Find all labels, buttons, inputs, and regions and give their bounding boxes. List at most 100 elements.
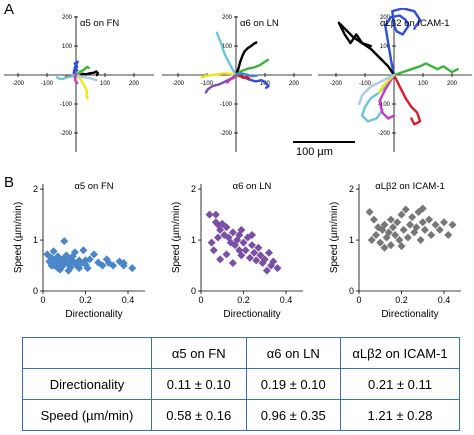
x-tick-label: 0.2	[237, 295, 250, 305]
y-tick-label: -200	[378, 131, 391, 137]
y-tick-label: 2	[33, 184, 38, 194]
x-tick-label: 0.4	[122, 295, 135, 305]
y-tick-label: 0	[191, 286, 196, 296]
scatter-point	[367, 236, 376, 245]
scatter-point	[207, 238, 216, 247]
scatter-point	[241, 246, 250, 255]
scatter-point	[262, 266, 271, 275]
y-tick-label: 100	[62, 44, 73, 50]
scatter-point	[85, 255, 94, 264]
scatter-point	[386, 215, 395, 224]
scatter-point	[109, 261, 118, 270]
table-cell: 0.11 ± 0.10	[151, 368, 247, 400]
x-tick-label: -200	[330, 81, 343, 87]
scatter-plot-title: αLβ2 on ICAM-1	[375, 181, 445, 192]
x-tick-label: 100	[260, 81, 271, 87]
x-axis-label: Directionality	[223, 309, 280, 320]
y-tick-label: 1	[349, 235, 354, 245]
scatter-point	[386, 241, 395, 250]
scatter-point	[237, 251, 246, 260]
scatter-point	[408, 213, 417, 222]
y-tick-label: 2	[349, 184, 354, 194]
table-header-cell: α6 on LN	[245, 337, 341, 369]
scatter-point	[410, 228, 419, 237]
track-series-blue	[72, 60, 79, 77]
scatter-point	[418, 204, 427, 213]
scatter-point	[252, 256, 261, 265]
x-tick-label: 0.4	[438, 295, 451, 305]
table-header-cell	[22, 337, 152, 369]
scatter-point	[64, 266, 73, 275]
scatter-point	[403, 233, 412, 242]
table-cell: 0.21 ± 0.11	[340, 368, 460, 400]
scatter-point	[376, 238, 385, 247]
track-series-red	[392, 73, 422, 126]
scatter-point	[250, 248, 259, 257]
scatter-point	[406, 220, 414, 229]
table-row-label: Directionality	[22, 368, 152, 400]
y-tick-label: 2	[191, 184, 196, 194]
scatter-point	[435, 225, 444, 234]
track-series-lightblue	[358, 73, 396, 106]
track-plot-alpha5-fn: -200 -100 100 200 200 100 -100 -200 α5 on FN	[4, 15, 154, 152]
scatter-point	[56, 265, 64, 274]
x-tick-label: -100	[359, 81, 372, 87]
track-series-magenta	[226, 73, 238, 84]
scatter-point	[235, 230, 244, 239]
scatter-point	[399, 225, 408, 234]
track-plot-title: α5 on FN	[80, 18, 119, 29]
scatter-point	[260, 255, 269, 264]
scatter-point	[222, 223, 231, 232]
table-cell: 1.21 ± 0.28	[340, 399, 460, 431]
scatter-point	[425, 215, 434, 224]
x-tick-label: 0	[356, 295, 361, 305]
scatter-point	[248, 230, 256, 239]
y-tick-label: -200	[220, 131, 233, 137]
scatter-point	[416, 236, 425, 245]
scatter-point	[267, 261, 276, 270]
scatter-point	[245, 253, 254, 262]
x-tick-label: 0.2	[79, 295, 92, 305]
scatter-point	[420, 225, 429, 234]
track-series-black	[234, 41, 258, 77]
x-tick-label: -100	[41, 81, 54, 87]
scatter-point	[214, 233, 222, 242]
scatter-point	[49, 247, 58, 256]
x-tick-label: 0.4	[280, 295, 293, 305]
track-plot-alpha6-ln: -200 -100 100 200 200 100 -100 -200 α6 on LN	[162, 15, 312, 152]
y-tick-label: -100	[378, 102, 391, 108]
scatter-point	[254, 243, 263, 252]
table-header-row: α5 on FN α6 on LN αLβ2 on ICAM-1	[22, 337, 460, 369]
scatter-point	[412, 223, 421, 232]
scatter-point	[70, 248, 79, 257]
y-tick-label: 200	[380, 15, 391, 21]
y-tick-label: -200	[60, 131, 73, 137]
track-series-steel	[234, 72, 259, 78]
scatter-point	[228, 258, 237, 267]
table-cell: 0.96 ± 0.35	[245, 399, 341, 431]
y-axis-label: Speed (µm/min)	[171, 202, 182, 273]
scatter-point	[391, 230, 400, 239]
x-tick-label: 0.2	[395, 295, 408, 305]
table-cell: 0.58 ± 0.16	[151, 399, 247, 431]
scatter-point	[389, 223, 397, 232]
scatter-point	[231, 241, 239, 250]
scatter-point	[395, 236, 404, 245]
scatter-point	[427, 230, 436, 239]
scatter-point	[414, 208, 423, 217]
scatter-point	[115, 257, 124, 266]
scatter-point	[119, 261, 128, 270]
scatter-point	[369, 215, 378, 224]
y-axis-label: Speed (µm/min)	[329, 202, 340, 273]
scatter-point	[444, 230, 453, 239]
panel-label-a: A	[4, 1, 15, 18]
track-series-magenta	[73, 73, 79, 85]
x-tick-label: 0	[198, 295, 203, 305]
x-tick-label: -200	[172, 81, 185, 87]
x-tick-label: 100	[100, 81, 111, 87]
scatter-point	[269, 257, 278, 266]
track-series-green	[74, 65, 91, 77]
scatter-point	[393, 218, 402, 227]
table-header-cell: αLβ2 on ICAM-1	[340, 337, 460, 369]
y-tick-label: 0	[349, 286, 354, 296]
